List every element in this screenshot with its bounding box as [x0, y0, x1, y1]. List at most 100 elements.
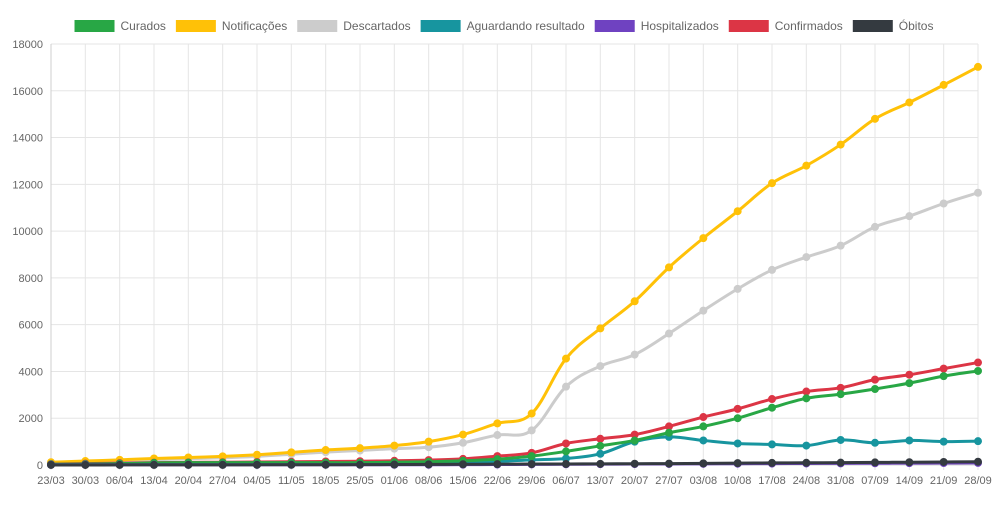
- legend-item-descartados[interactable]: Descartados: [297, 19, 411, 33]
- data-point-obitos[interactable]: [47, 460, 55, 469]
- data-point-descartados[interactable]: [733, 284, 742, 293]
- data-point-obitos[interactable]: [493, 460, 502, 469]
- data-point-curados[interactable]: [802, 394, 811, 403]
- data-point-obitos[interactable]: [356, 460, 364, 469]
- data-point-obitos[interactable]: [424, 460, 433, 469]
- data-point-descartados[interactable]: [562, 382, 570, 391]
- data-point-confirmados[interactable]: [974, 358, 982, 367]
- data-point-notificacoes[interactable]: [630, 297, 639, 306]
- data-point-notificacoes[interactable]: [321, 446, 330, 455]
- data-point-obitos[interactable]: [562, 459, 570, 468]
- data-point-curados[interactable]: [562, 447, 570, 456]
- data-point-notificacoes[interactable]: [733, 207, 742, 216]
- data-point-aguardando-resultado[interactable]: [871, 438, 879, 447]
- data-point-curados[interactable]: [768, 403, 776, 412]
- data-point-descartados[interactable]: [836, 241, 845, 250]
- data-point-obitos[interactable]: [939, 457, 948, 466]
- data-point-obitos[interactable]: [665, 459, 673, 468]
- data-point-obitos[interactable]: [459, 460, 467, 469]
- data-point-aguardando-resultado[interactable]: [733, 439, 742, 448]
- data-point-obitos[interactable]: [630, 459, 639, 468]
- data-point-obitos[interactable]: [974, 457, 982, 466]
- data-point-confirmados[interactable]: [768, 395, 776, 404]
- data-point-obitos[interactable]: [802, 458, 811, 467]
- data-point-notificacoes[interactable]: [356, 444, 364, 453]
- data-point-notificacoes[interactable]: [802, 161, 811, 170]
- data-point-notificacoes[interactable]: [699, 234, 708, 243]
- data-point-obitos[interactable]: [253, 460, 261, 469]
- data-point-descartados[interactable]: [939, 199, 948, 208]
- data-point-obitos[interactable]: [596, 459, 605, 468]
- data-point-descartados[interactable]: [493, 431, 502, 440]
- data-point-curados[interactable]: [905, 379, 914, 388]
- data-point-descartados[interactable]: [768, 265, 776, 274]
- data-point-obitos[interactable]: [836, 458, 845, 467]
- data-point-confirmados[interactable]: [733, 404, 742, 413]
- data-point-notificacoes[interactable]: [493, 419, 502, 428]
- data-point-descartados[interactable]: [596, 362, 605, 371]
- data-point-aguardando-resultado[interactable]: [699, 436, 708, 445]
- data-point-curados[interactable]: [733, 414, 742, 423]
- data-point-aguardando-resultado[interactable]: [836, 435, 845, 444]
- data-point-aguardando-resultado[interactable]: [802, 441, 811, 450]
- data-point-descartados[interactable]: [802, 253, 811, 262]
- data-point-aguardando-resultado[interactable]: [905, 436, 914, 445]
- data-point-notificacoes[interactable]: [253, 450, 261, 459]
- legend-item-curados[interactable]: Curados: [74, 19, 166, 33]
- data-point-descartados[interactable]: [527, 426, 536, 435]
- data-point-aguardando-resultado[interactable]: [768, 440, 776, 449]
- data-point-notificacoes[interactable]: [939, 80, 948, 89]
- data-point-notificacoes[interactable]: [974, 62, 982, 71]
- data-point-notificacoes[interactable]: [527, 409, 536, 418]
- data-point-obitos[interactable]: [218, 460, 227, 469]
- data-point-descartados[interactable]: [665, 329, 673, 338]
- data-point-curados[interactable]: [871, 384, 879, 393]
- data-point-obitos[interactable]: [150, 460, 158, 469]
- data-point-curados[interactable]: [699, 422, 708, 431]
- data-point-obitos[interactable]: [184, 460, 193, 469]
- data-point-notificacoes[interactable]: [562, 354, 570, 363]
- data-point-notificacoes[interactable]: [665, 263, 673, 272]
- data-point-obitos[interactable]: [287, 460, 296, 469]
- data-point-confirmados[interactable]: [871, 375, 879, 384]
- data-point-curados[interactable]: [596, 441, 605, 450]
- data-point-aguardando-resultado[interactable]: [939, 437, 948, 446]
- data-point-obitos[interactable]: [390, 460, 399, 469]
- data-point-aguardando-resultado[interactable]: [974, 437, 982, 446]
- data-point-notificacoes[interactable]: [768, 179, 776, 188]
- data-point-notificacoes[interactable]: [871, 114, 879, 123]
- data-point-notificacoes[interactable]: [390, 441, 399, 450]
- data-point-curados[interactable]: [836, 390, 845, 399]
- data-point-confirmados[interactable]: [939, 364, 948, 373]
- data-point-obitos[interactable]: [81, 460, 90, 469]
- legend-item-obitos[interactable]: Óbitos: [852, 18, 934, 33]
- data-point-notificacoes[interactable]: [424, 437, 433, 446]
- data-point-confirmados[interactable]: [905, 370, 914, 379]
- data-point-obitos[interactable]: [768, 458, 776, 467]
- data-point-confirmados[interactable]: [699, 413, 708, 422]
- data-point-descartados[interactable]: [630, 350, 639, 359]
- data-point-confirmados[interactable]: [562, 439, 570, 448]
- data-point-obitos[interactable]: [527, 460, 536, 469]
- data-point-aguardando-resultado[interactable]: [596, 449, 605, 458]
- legend-item-hospitalizados[interactable]: Hospitalizados: [594, 19, 719, 33]
- data-point-curados[interactable]: [665, 428, 673, 437]
- data-point-descartados[interactable]: [974, 188, 982, 197]
- data-point-notificacoes[interactable]: [905, 98, 914, 107]
- data-point-obitos[interactable]: [905, 458, 914, 467]
- data-point-descartados[interactable]: [699, 306, 708, 315]
- data-point-descartados[interactable]: [459, 438, 467, 447]
- data-point-obitos[interactable]: [115, 460, 124, 469]
- data-point-descartados[interactable]: [871, 222, 879, 231]
- data-point-obitos[interactable]: [699, 459, 708, 468]
- data-point-obitos[interactable]: [733, 459, 742, 468]
- data-point-obitos[interactable]: [321, 460, 330, 469]
- data-point-notificacoes[interactable]: [459, 430, 467, 439]
- data-point-confirmados[interactable]: [802, 387, 811, 396]
- legend-item-aguardando-resultado[interactable]: Aguardando resultado: [420, 19, 585, 33]
- data-point-curados[interactable]: [527, 452, 536, 461]
- data-point-curados[interactable]: [939, 372, 948, 381]
- data-point-notificacoes[interactable]: [287, 448, 296, 457]
- data-point-curados[interactable]: [974, 366, 982, 375]
- data-point-notificacoes[interactable]: [836, 140, 845, 149]
